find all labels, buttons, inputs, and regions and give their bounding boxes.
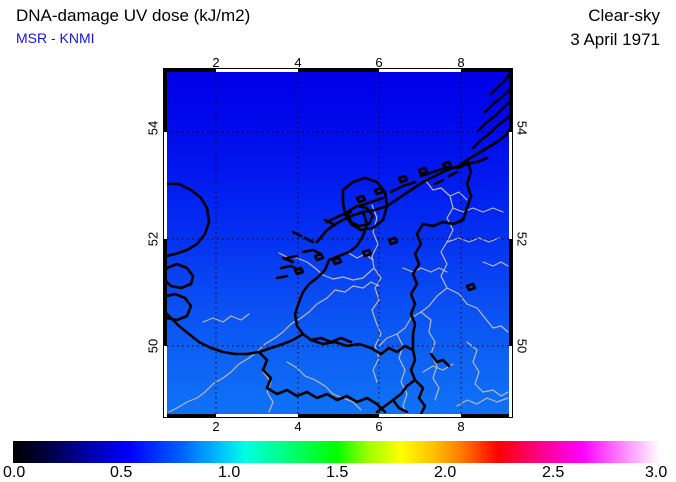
map-frame-right	[509, 68, 513, 418]
map-panel[interactable]	[163, 68, 513, 418]
page-title: DNA-damage UV dose (kJ/m2)	[16, 6, 251, 25]
colorbar-tick-4: 2.0	[434, 464, 457, 481]
river-network	[168, 179, 509, 414]
map-gridlines	[167, 72, 509, 414]
uv-dose-colorbar[interactable]	[13, 441, 660, 463]
sky-condition-label: Clear-sky	[588, 6, 660, 25]
map-frame-bottom	[163, 414, 513, 418]
colorbar-tick-3: 1.5	[326, 464, 349, 481]
lat-tick-right-54: 54	[514, 120, 530, 136]
date-label: 3 April 1971	[570, 30, 660, 49]
data-source-label: MSR - KNMI	[16, 30, 95, 46]
lon-tick-bottom-8: 8	[457, 419, 465, 434]
colorbar-tick-0: 0.0	[3, 464, 26, 481]
coastline-and-borders	[167, 72, 509, 414]
lon-tick-bottom-4: 4	[294, 419, 302, 434]
colorbar-tick-2: 1.0	[218, 464, 241, 481]
map-frame-left	[163, 68, 167, 418]
lon-tick-top-6: 6	[375, 55, 383, 70]
lon-tick-top-2: 2	[212, 55, 220, 70]
lon-tick-top-4: 4	[294, 55, 302, 70]
uv-dose-gradient	[167, 72, 509, 414]
lon-tick-top-8: 8	[457, 55, 465, 70]
lat-tick-right-52: 52	[514, 231, 530, 247]
lat-tick-left-50: 50	[145, 338, 161, 354]
lat-tick-right-50: 50	[514, 338, 530, 354]
colorbar-tick-1: 0.5	[110, 464, 133, 481]
lat-tick-left-52: 52	[145, 231, 161, 247]
geography-overlay	[167, 72, 509, 414]
colorbar-gradient	[13, 441, 660, 463]
lat-tick-left-54: 54	[145, 120, 161, 136]
lon-tick-bottom-6: 6	[375, 419, 383, 434]
uv-dose-field	[167, 72, 509, 414]
map-frame-top	[163, 68, 513, 72]
colorbar-tick-6: 3.0	[645, 464, 668, 481]
colorbar-tick-5: 2.5	[542, 464, 565, 481]
lon-tick-bottom-2: 2	[212, 419, 220, 434]
